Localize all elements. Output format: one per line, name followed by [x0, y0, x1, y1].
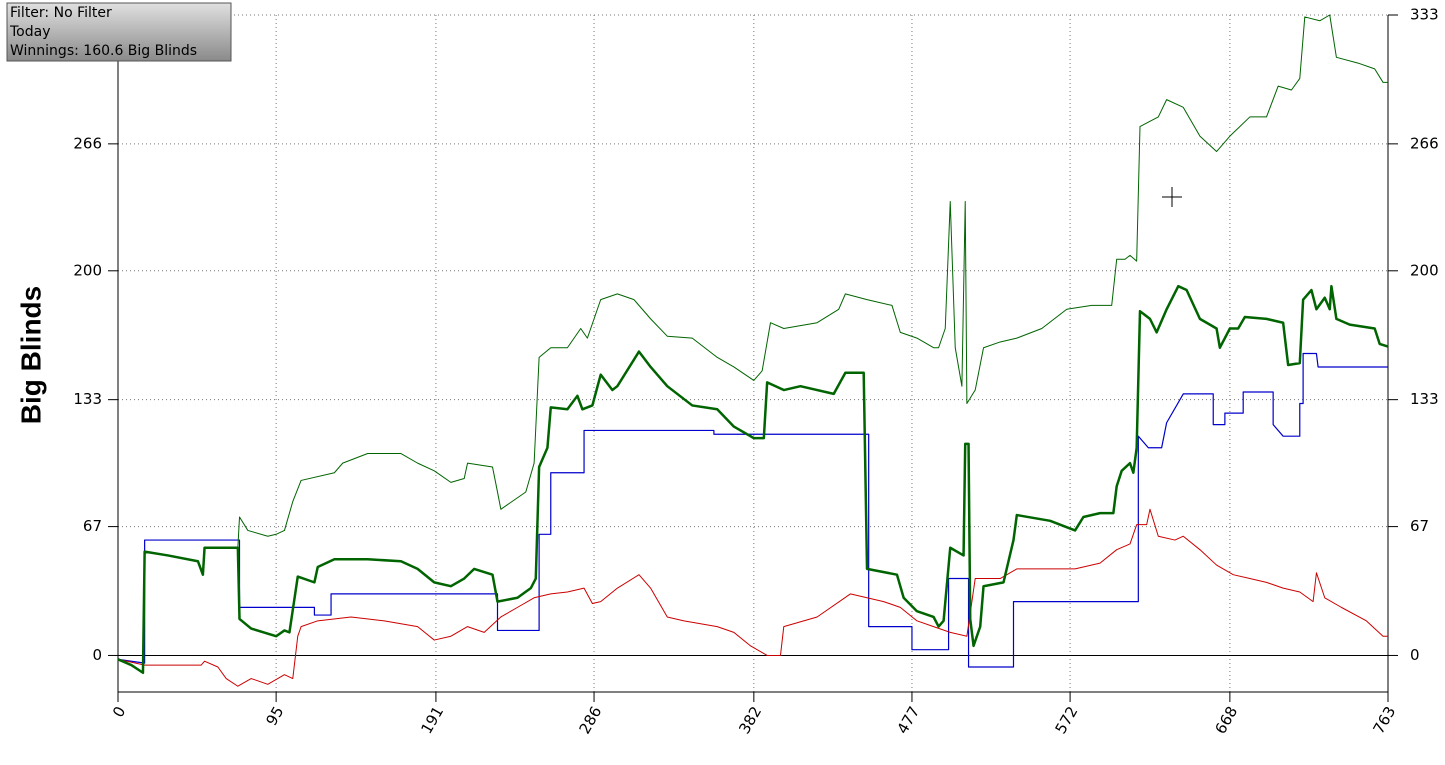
- x-tick-label: 382: [735, 703, 765, 737]
- y2-tick-label: 333: [1410, 6, 1439, 24]
- y-tick-label: 67: [83, 517, 102, 535]
- x-tick-label: 95: [262, 703, 287, 729]
- y2-tick-label: 133: [1410, 390, 1439, 408]
- x-tick-label: 572: [1052, 703, 1082, 737]
- info-box-bg: [6, 2, 232, 62]
- y2-tick-label: 67: [1410, 517, 1429, 535]
- series-line: [117, 14, 1388, 674]
- y-tick-label: 133: [73, 390, 102, 408]
- info-box: Filter: No Filter Today Winnings: 160.6 Bi…: [6, 2, 232, 62]
- x-tick-label: 286: [575, 703, 605, 737]
- info-text: Filter: No Filter: [10, 5, 112, 21]
- info-text: Today: [9, 24, 51, 40]
- x-tick-label: 668: [1211, 703, 1241, 737]
- y-tick-label: 0: [92, 646, 102, 664]
- y2-tick-label: 266: [1410, 134, 1439, 152]
- y-axis-label: Big Blinds: [15, 286, 46, 424]
- info-text: Winnings: 160.6 Big Blinds: [10, 43, 197, 59]
- cursor: [1162, 187, 1182, 207]
- y2-tick-label: 200: [1410, 261, 1439, 279]
- series-line: [117, 284, 1389, 675]
- series-line: [117, 508, 1388, 687]
- series-line: [117, 352, 1388, 668]
- x-tick-label: 0: [109, 703, 129, 720]
- y-tick-label: 200: [73, 261, 102, 279]
- x-tick-label: 477: [893, 703, 923, 737]
- x-tick-label: 191: [417, 703, 447, 737]
- y-tick-label: 266: [73, 134, 102, 152]
- x-tick-label: 763: [1369, 703, 1399, 737]
- y2-tick-label: 0: [1410, 646, 1420, 664]
